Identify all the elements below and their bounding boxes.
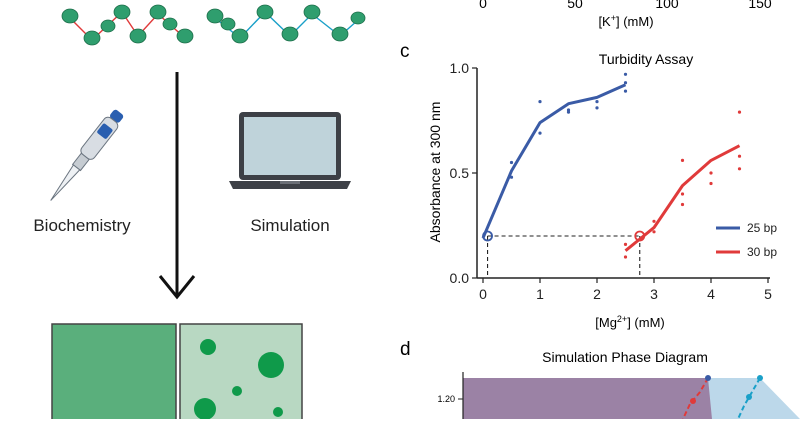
x-tick-label: 2 xyxy=(593,286,601,302)
phase-region-dilute xyxy=(708,378,800,419)
tick-label: 50 xyxy=(567,0,583,11)
biochemistry-label: Biochemistry xyxy=(33,216,131,235)
legend-label: 25 bp xyxy=(747,221,777,235)
phase-y-tick-label: 1.20 xyxy=(437,394,455,404)
panel-letter-d: d xyxy=(400,339,411,360)
panel-b-xlabel: [K+] (mM) xyxy=(598,13,653,29)
y-tick-label: 1.0 xyxy=(450,60,470,76)
replicate-point xyxy=(709,181,713,186)
replicate-point xyxy=(680,158,685,162)
simulation-label: Simulation xyxy=(250,216,329,235)
phase-point xyxy=(690,398,696,404)
phase-separated-panel xyxy=(179,323,303,424)
replicate-point xyxy=(737,154,742,158)
chart-title: Turbidity Assay xyxy=(599,51,693,67)
x-tick-label: 4 xyxy=(707,286,715,302)
droplet xyxy=(258,352,284,378)
replicate-point xyxy=(623,81,628,85)
phase-boundary-25bp xyxy=(682,377,709,420)
series-30-bp xyxy=(623,110,742,259)
chromatin-fiber-25bp xyxy=(61,4,194,46)
replicate-point xyxy=(595,100,599,104)
x-tick-label: 5 xyxy=(764,286,772,302)
series-25-bp xyxy=(481,72,628,242)
phase-point xyxy=(757,375,763,381)
replicate-point xyxy=(538,131,542,135)
replicate-point xyxy=(652,219,656,223)
panel-b-remnant: 0 50 100 150 [K+] (mM) xyxy=(479,0,772,29)
replicate-point xyxy=(623,89,628,93)
tick-label: 100 xyxy=(655,0,679,11)
chart-ticks: 0 1 2 3 4 5 0.0 0.5 1.0 xyxy=(450,60,773,302)
replicate-point xyxy=(623,242,628,246)
droplet xyxy=(194,398,216,420)
replicate-point xyxy=(737,110,742,114)
replicate-point xyxy=(509,175,514,179)
replicate-point xyxy=(538,100,542,104)
droplet xyxy=(200,339,216,355)
threshold-guides xyxy=(487,235,641,278)
chart-series xyxy=(481,72,742,259)
series-line xyxy=(481,83,627,239)
threshold-marker xyxy=(482,230,493,242)
laptop-icon xyxy=(229,112,351,189)
replicate-point xyxy=(680,202,685,207)
y-tick-label: 0.5 xyxy=(450,165,470,181)
threshold-marker xyxy=(634,230,646,242)
phase-point xyxy=(746,394,752,400)
x-tick-label: 0 xyxy=(479,286,487,302)
chart-legend: 25 bp 30 bp xyxy=(716,221,777,259)
x-axis-label: [Mg2+] (mM) xyxy=(595,314,664,330)
replicate-point xyxy=(737,167,742,171)
y-tick-label: 0.0 xyxy=(450,270,470,286)
replicate-point xyxy=(509,160,514,165)
tick-label: 0 xyxy=(479,0,487,11)
replicate-point xyxy=(595,106,599,110)
replicate-point xyxy=(566,110,571,114)
workflow-arrow xyxy=(158,72,196,300)
replicate-point xyxy=(652,230,656,234)
replicate-point xyxy=(680,192,685,196)
phase-diagram: 1.20 xyxy=(437,372,800,420)
panel-letter-c: c xyxy=(400,41,410,62)
chromatin-fiber-30bp xyxy=(206,4,366,44)
replicate-point xyxy=(623,72,628,76)
droplet xyxy=(232,386,242,396)
phase-point xyxy=(705,375,711,381)
x-tick-label: 1 xyxy=(536,286,544,302)
tick-label: 150 xyxy=(748,0,772,11)
homogeneous-state-panel xyxy=(51,323,177,424)
y-axis-label: Absorbance at 300 nm xyxy=(427,102,443,243)
x-tick-label: 3 xyxy=(650,286,658,302)
legend-label: 30 bp xyxy=(747,245,777,259)
droplet xyxy=(273,407,283,417)
pipette-icon xyxy=(50,109,124,201)
phase-diagram-title: Simulation Phase Diagram xyxy=(542,349,708,365)
replicate-point xyxy=(623,255,628,259)
replicate-point xyxy=(709,171,713,175)
chart-axes xyxy=(476,68,770,279)
